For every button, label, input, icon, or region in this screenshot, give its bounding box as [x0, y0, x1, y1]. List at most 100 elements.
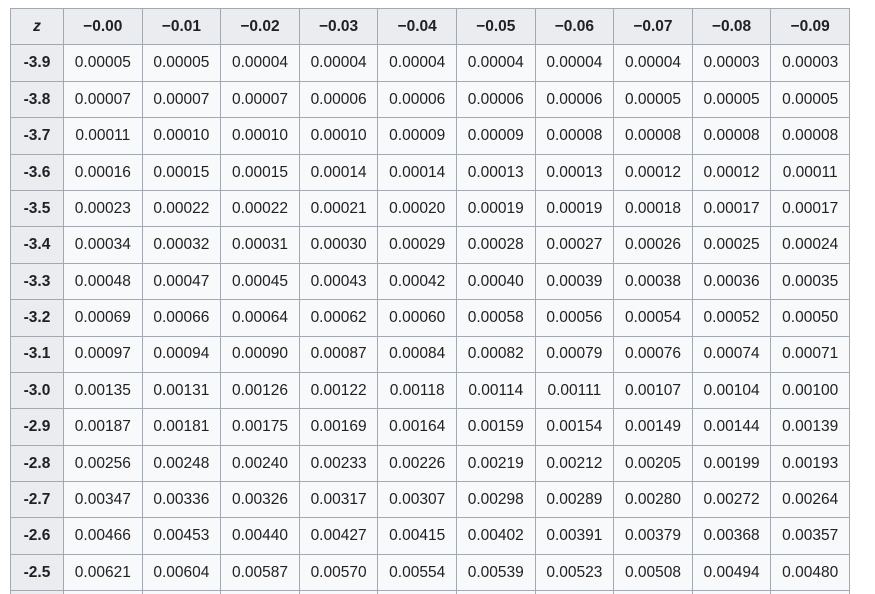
value-cell: 0.00005 [770, 80, 850, 119]
value-cell: 0.00084 [377, 335, 457, 373]
value-cell: 0.00154 [534, 408, 615, 446]
row-header: -2.7 [10, 481, 64, 519]
value-cell: 0.00058 [455, 299, 536, 337]
value-cell: 0.00205 [613, 444, 693, 483]
value-cell: 0.00233 [298, 444, 379, 483]
table-row: -2.9 0.00187 0.00181 0.00175 0.00169 0.00164 0… [10, 408, 850, 446]
row-header: -2.6 [10, 517, 64, 555]
value-cell: 0.00021 [298, 189, 379, 228]
value-cell: 0.00020 [377, 189, 457, 228]
value-cell: 0.00038 [613, 262, 693, 301]
value-cell: 0.00029 [377, 226, 457, 264]
table-row: -3.7 0.00011 0.00010 0.00010 0.00010 0.00009 0… [10, 117, 850, 155]
value-cell: 0.00060 [377, 299, 457, 337]
value-cell: 0.00008 [770, 117, 850, 155]
value-cell: 0.00336 [141, 481, 222, 519]
value-cell: 0.00074 [691, 335, 772, 373]
table-row: -3.1 0.00097 0.00094 0.00090 0.00087 0.00084 0… [10, 335, 850, 373]
value-cell: 0.00114 [455, 371, 536, 410]
value-cell: 0.00079 [534, 335, 615, 373]
value-cell: 0.00357 [770, 517, 850, 555]
value-cell: 0.00347 [63, 481, 143, 519]
value-cell: 0.00010 [298, 117, 379, 155]
value-cell: 0.00126 [220, 371, 300, 410]
row-header: -3.6 [10, 153, 64, 191]
row-header: -3.4 [10, 226, 64, 264]
value-cell: 0.00368 [691, 517, 772, 555]
value-cell: 0.00494 [691, 553, 772, 592]
value-cell: 0.00022 [141, 189, 222, 228]
value-cell: 0.00159 [455, 408, 536, 446]
value-cell: 0.00006 [377, 80, 457, 119]
value-cell: 0.00011 [63, 117, 143, 155]
value-cell: 0.00226 [377, 444, 457, 483]
table-row: -3.3 0.00048 0.00047 0.00045 0.00043 0.00042 0… [10, 262, 850, 301]
value-cell: 0.00256 [63, 444, 143, 483]
value-cell: 0.00039 [534, 262, 615, 301]
value-cell: 0.00012 [691, 153, 772, 191]
value-cell: 0.00003 [770, 44, 850, 82]
value-cell: 0.00181 [141, 408, 222, 446]
column-header: −0.08 [691, 7, 772, 46]
row-header: -3.5 [10, 189, 64, 228]
value-cell: 0.00139 [770, 408, 850, 446]
row-header: -3.8 [10, 80, 64, 119]
row-header: -3.9 [10, 44, 64, 82]
value-cell: 0.00379 [613, 517, 693, 555]
value-cell: 0.00169 [298, 408, 379, 446]
value-cell: 0.00466 [63, 517, 143, 555]
table-header: z −0.00 −0.01 −0.02 −0.03 −0.04 −0.05 −0.06 −0.0… [10, 7, 850, 46]
table-body: -3.9 0.00005 0.00005 0.00004 0.00004 0.00004 0… [10, 44, 850, 594]
column-header: −0.04 [377, 7, 457, 46]
value-cell: 0.00050 [770, 299, 850, 337]
value-cell: 0.00016 [63, 153, 143, 191]
value-cell: 0.00054 [613, 299, 693, 337]
value-cell: 0.00015 [141, 153, 222, 191]
table-row: -3.4 0.00034 0.00032 0.00031 0.00030 0.00029 0… [10, 226, 850, 264]
value-cell: 0.00045 [220, 262, 300, 301]
value-cell: 0.00280 [613, 481, 693, 519]
value-cell: 0.00326 [220, 481, 300, 519]
row-header: -3.7 [10, 117, 64, 155]
value-cell: 0.00008 [534, 117, 615, 155]
table-row: -3.2 0.00069 0.00066 0.00064 0.00062 0.00060 0… [10, 299, 850, 337]
value-cell: 0.00523 [534, 553, 615, 592]
value-cell: 0.00307 [377, 481, 457, 519]
value-cell: 0.00212 [534, 444, 615, 483]
column-header: −0.06 [534, 7, 615, 46]
column-header: −0.09 [770, 7, 850, 46]
row-header: -2.5 [10, 553, 64, 592]
value-cell: 0.00010 [220, 117, 300, 155]
value-cell: 0.00010 [141, 117, 222, 155]
value-cell: 0.00008 [613, 117, 693, 155]
value-cell: 0.00048 [63, 262, 143, 301]
row-header: -2.9 [10, 408, 64, 446]
value-cell: 0.00036 [691, 262, 772, 301]
value-cell: 0.00052 [691, 299, 772, 337]
table-row: -2.7 0.00347 0.00336 0.00326 0.00317 0.00307 0… [10, 481, 850, 519]
value-cell: 0.00006 [298, 80, 379, 119]
value-cell: 0.00111 [534, 371, 615, 410]
value-cell: 0.00427 [298, 517, 379, 555]
value-cell: 0.00034 [63, 226, 143, 264]
value-cell: 0.00005 [63, 44, 143, 82]
value-cell: 0.00199 [691, 444, 772, 483]
value-cell: 0.00014 [377, 153, 457, 191]
value-cell: 0.00087 [298, 335, 379, 373]
z-table: z −0.00 −0.01 −0.02 −0.03 −0.04 −0.05 −0.06 −0.0… [10, 7, 850, 594]
value-cell: 0.00004 [534, 44, 615, 82]
value-cell: 0.00030 [298, 226, 379, 264]
value-cell: 0.00071 [770, 335, 850, 373]
column-header: −0.01 [141, 7, 222, 46]
value-cell: 0.00007 [141, 80, 222, 119]
value-cell: 0.00004 [377, 44, 457, 82]
value-cell: 0.00013 [534, 153, 615, 191]
value-cell: 0.00240 [220, 444, 300, 483]
value-cell: 0.00005 [691, 80, 772, 119]
value-cell: 0.00453 [141, 517, 222, 555]
value-cell: 0.00122 [298, 371, 379, 410]
value-cell: 0.00004 [220, 44, 300, 82]
column-header: −0.07 [613, 7, 693, 46]
value-cell: 0.00042 [377, 262, 457, 301]
value-cell: 0.00014 [298, 153, 379, 191]
